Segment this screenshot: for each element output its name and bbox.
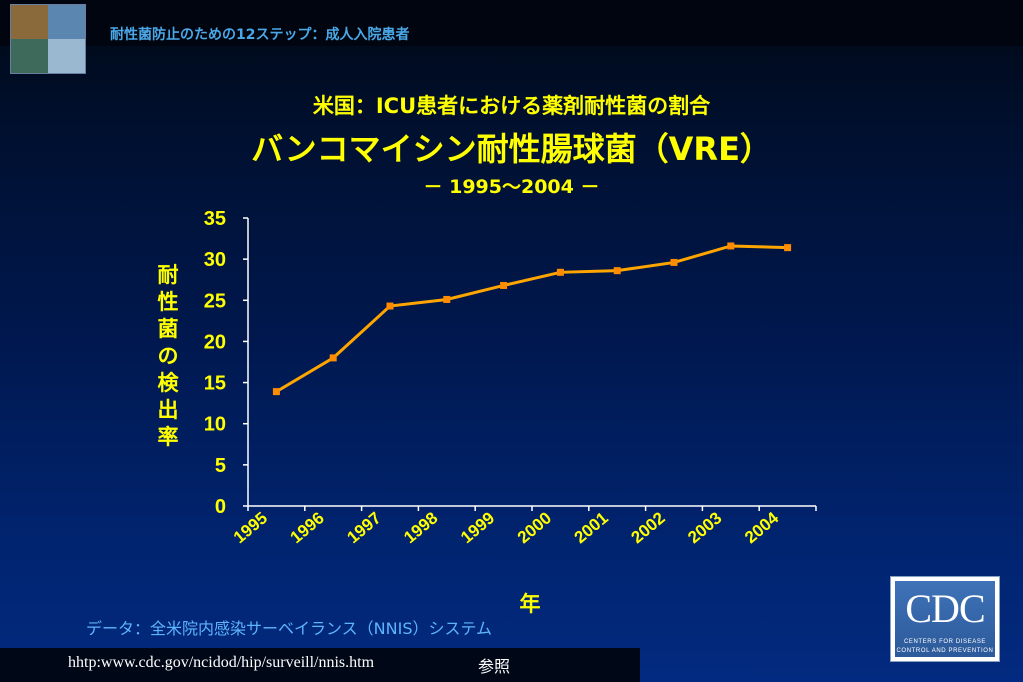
y-axis-title-char: 耐 (157, 263, 179, 287)
y-tick-label: 35 (204, 208, 226, 230)
x-tick-label: 1996 (287, 508, 328, 547)
header-bar (0, 0, 1023, 46)
y-axis-title: 耐性菌の検出率 (150, 262, 186, 451)
data-source-note: データ：全米院内感染サーベイランス（NNIS）システム (86, 619, 493, 638)
data-point (386, 302, 394, 310)
x-tick-label: 2000 (514, 508, 555, 547)
y-axis-title-char: 出 (157, 398, 179, 422)
footer-url[interactable]: hhtp:www.cdc.gov/ncidod/hip/surveill/nni… (68, 654, 375, 671)
y-tick-label: 30 (204, 249, 226, 271)
y-tick-label: 5 (215, 455, 226, 477)
x-tick-label: 1998 (400, 508, 441, 547)
header-title: 耐性菌防止のための12ステップ：成人入院患者 (110, 27, 410, 43)
data-point (272, 388, 280, 396)
date-range: － 1995～2004 － (423, 176, 600, 198)
y-axis-title-char: 菌 (157, 317, 179, 341)
x-tick-label: 2002 (627, 508, 668, 547)
cdc-logo-letters: CDC (905, 586, 985, 631)
y-tick-label: 10 (204, 414, 226, 436)
slide-subtitle: 米国：ICU患者における薬剤耐性菌の割合 (312, 94, 711, 118)
cdc-logo-tagline-1: CENTERS FOR DISEASE (903, 639, 987, 645)
slide-title: バンコマイシン耐性腸球菌（VRE） (251, 130, 772, 168)
x-tick-label: 2003 (684, 508, 725, 547)
x-tick-label: 1999 (457, 508, 498, 547)
cdc-logo: CDC CENTERS FOR DISEASE CONTROL AND PREV… (890, 576, 1000, 662)
data-point (329, 354, 337, 362)
y-tick-label: 25 (204, 290, 226, 312)
series-line (275, 244, 788, 393)
logo-quadrant-3 (11, 39, 48, 73)
logo-quadrant-1 (11, 5, 48, 39)
data-point (613, 267, 621, 275)
footer-bar (0, 648, 640, 682)
data-point (670, 258, 678, 266)
x-tick-label: 1997 (343, 508, 384, 547)
y-axis-title-char: 率 (157, 425, 179, 449)
y-tick-label: 20 (204, 331, 226, 353)
logo-quadrant-4 (48, 39, 85, 73)
y-tick-label: 15 (204, 373, 226, 395)
y-axis-title-char: 検 (157, 371, 179, 395)
data-point (556, 268, 564, 276)
x-tick-label: 2004 (741, 508, 783, 547)
y-axis-title-char: 性 (157, 290, 179, 314)
x-tick-label: 1995 (230, 508, 271, 547)
data-point (443, 295, 451, 303)
cdc-logo-panel: CDC CENTERS FOR DISEASE CONTROL AND PREV… (895, 581, 995, 657)
y-axis-title-char: の (157, 344, 179, 368)
data-point (727, 242, 735, 250)
logo-quadrant-2 (48, 5, 85, 39)
slide-logo-image (10, 4, 86, 74)
x-axis-title: 年 (519, 592, 541, 616)
data-point (500, 281, 508, 289)
x-tick-label: 2001 (571, 508, 612, 547)
footer-reference: 参照 (478, 657, 511, 676)
y-tick-label: 0 (215, 496, 226, 518)
cdc-logo-tagline-2: CONTROL AND PREVENTION (896, 648, 994, 654)
data-point (784, 244, 792, 252)
